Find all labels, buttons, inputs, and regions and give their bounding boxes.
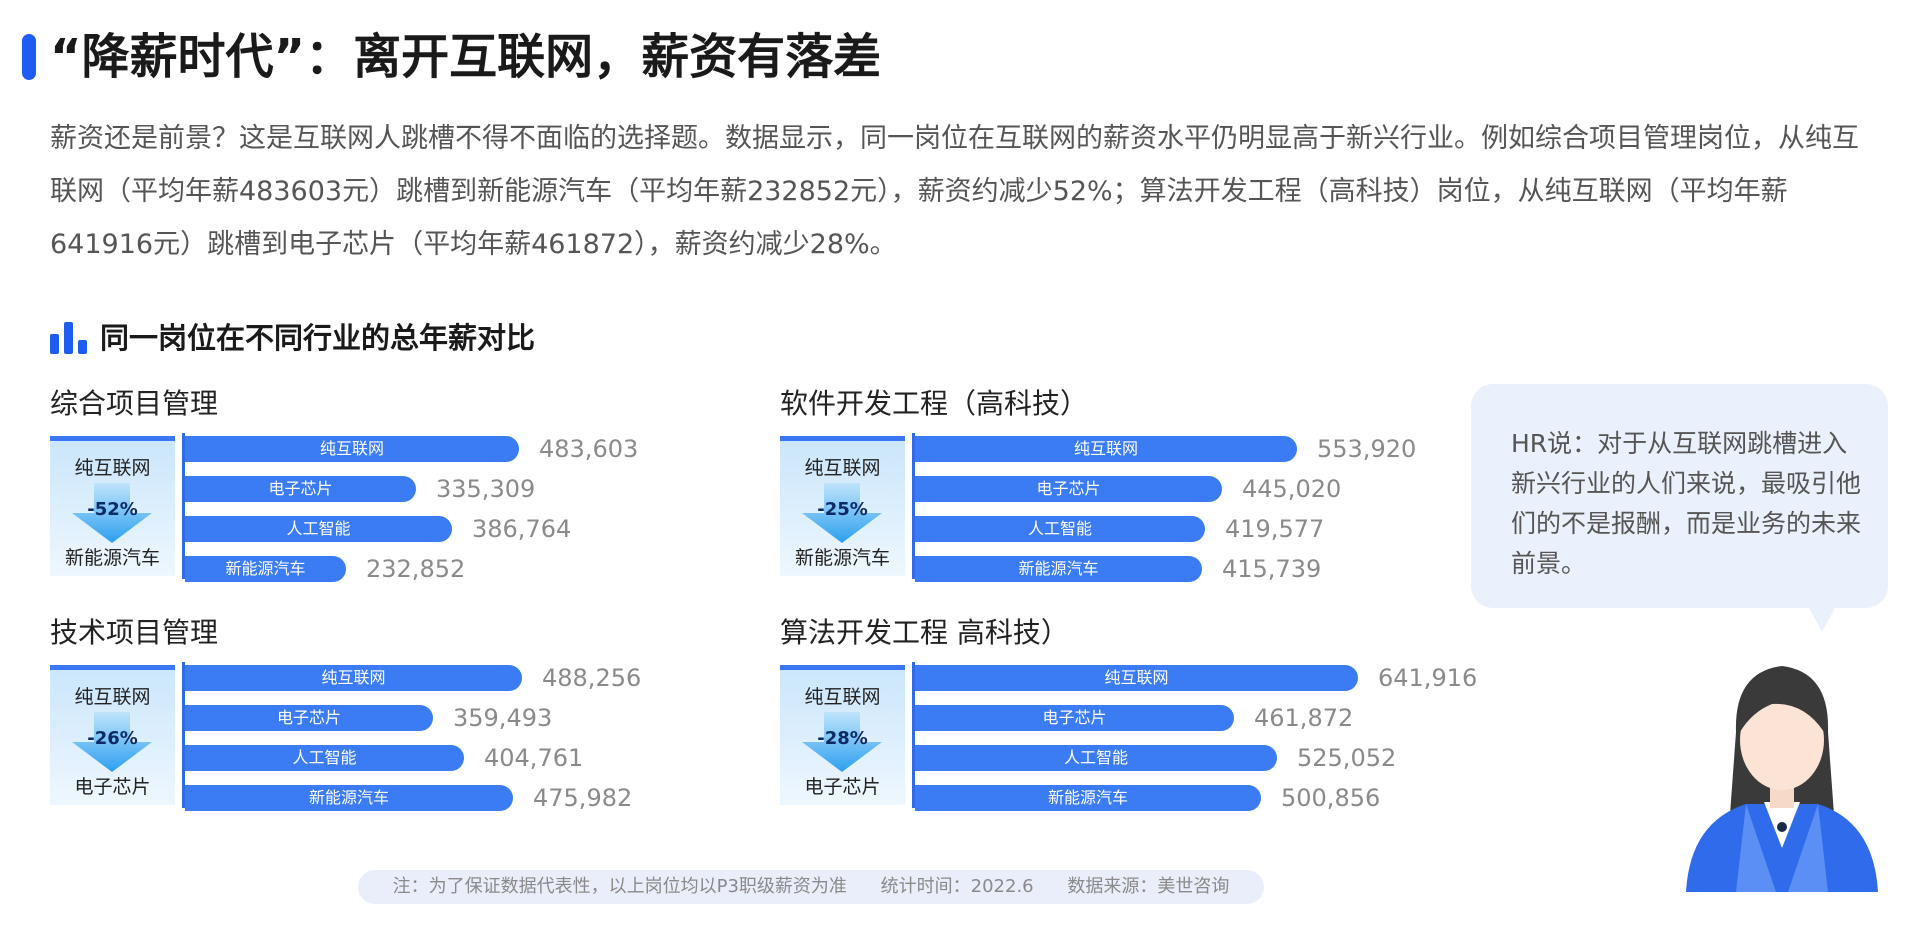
bar-value-label: 335,309 bbox=[436, 475, 536, 503]
badge-to-label: 新能源汽车 bbox=[64, 547, 160, 569]
hr-quote-text: HR说：对于从互联网跳槽进入新兴行业的人们来说，最吸引他们的不是报酬，而是业务的… bbox=[1511, 429, 1862, 578]
bar-value-label: 641,916 bbox=[1378, 664, 1478, 692]
bar-category-label: 电子芯片 bbox=[268, 479, 333, 498]
bar: 电子芯片 bbox=[915, 705, 1234, 731]
badge-change-percent: -28% bbox=[817, 728, 868, 749]
badge-from-label: 纯互联网 bbox=[74, 686, 151, 708]
bar-value-label: 386,764 bbox=[472, 515, 572, 543]
badge-to-label: 新能源汽车 bbox=[794, 547, 890, 569]
footnote-time: 统计时间：2022.6 bbox=[880, 876, 1034, 897]
bar-value-label: 483,603 bbox=[539, 435, 639, 463]
badge-from-label: 纯互联网 bbox=[804, 457, 881, 479]
bar: 电子芯片 bbox=[915, 476, 1222, 502]
bar-category-label: 新能源汽车 bbox=[308, 788, 389, 807]
bar: 新能源汽车 bbox=[915, 556, 1202, 582]
bar-category-label: 纯互联网 bbox=[321, 668, 386, 687]
chart-title: 综合项目管理 bbox=[50, 387, 219, 420]
bar: 纯互联网 bbox=[915, 436, 1297, 462]
hr-person-illustration bbox=[1686, 666, 1878, 892]
bar-category-label: 纯互联网 bbox=[1073, 439, 1138, 458]
intro-paragraph: 薪资还是前景？这是互联网人跳槽不得不面临的选择题。数据显示，同一岗位在互联网的薪… bbox=[50, 123, 1859, 260]
badge-to-label: 电子芯片 bbox=[804, 776, 881, 798]
bar: 纯互联网 bbox=[915, 665, 1358, 691]
page-title: “降薪时代”：离开互联网，薪资有落差 bbox=[50, 29, 882, 85]
bar: 新能源汽车 bbox=[185, 785, 513, 811]
badge-change-percent: -25% bbox=[817, 499, 868, 520]
bar-value-label: 404,761 bbox=[484, 744, 584, 772]
bar-category-label: 人工智能 bbox=[1063, 748, 1128, 767]
bar-category-label: 纯互联网 bbox=[319, 439, 384, 458]
bubble-tail bbox=[1808, 606, 1836, 632]
bar-value-label: 232,852 bbox=[366, 555, 466, 583]
bar-category-label: 电子芯片 bbox=[276, 708, 341, 727]
title-accent-bar bbox=[22, 34, 36, 80]
bar-category-label: 人工智能 bbox=[1027, 519, 1092, 538]
change-badge: 纯互联网 -52% 新能源汽车 bbox=[50, 436, 175, 576]
down-arrow-icon bbox=[802, 483, 882, 543]
bar-category-label: 新能源汽车 bbox=[1018, 559, 1099, 578]
badge-change-percent: -52% bbox=[87, 499, 138, 520]
bar-value-label: 488,256 bbox=[542, 664, 642, 692]
bar: 人工智能 bbox=[185, 745, 464, 771]
bar: 纯互联网 bbox=[185, 436, 519, 462]
badge-from-label: 纯互联网 bbox=[804, 686, 881, 708]
change-badge: 纯互联网 -25% 新能源汽车 bbox=[780, 436, 905, 576]
bar-value-label: 500,856 bbox=[1281, 784, 1381, 812]
footnote-source: 数据来源：美世咨询 bbox=[1067, 876, 1230, 897]
bar: 电子芯片 bbox=[185, 705, 433, 731]
down-arrow-icon bbox=[802, 712, 882, 772]
bar: 电子芯片 bbox=[185, 476, 416, 502]
bar: 新能源汽车 bbox=[185, 556, 346, 582]
bar-chart-icon bbox=[50, 322, 90, 354]
down-arrow-icon bbox=[72, 483, 152, 543]
bar-value-label: 445,020 bbox=[1242, 475, 1342, 503]
bar-value-label: 359,493 bbox=[453, 704, 553, 732]
bar: 人工智能 bbox=[915, 516, 1205, 542]
down-arrow-icon bbox=[72, 712, 152, 772]
bar-value-label: 415,739 bbox=[1222, 555, 1322, 583]
chart-title: 软件开发工程（高科技） bbox=[780, 387, 1089, 420]
footnote-note: 注：为了保证数据代表性，以上岗位均以P3职级薪资为准 bbox=[392, 876, 847, 897]
bar: 人工智能 bbox=[915, 745, 1277, 771]
change-badge: 纯互联网 -28% 电子芯片 bbox=[780, 665, 905, 805]
bar-value-label: 475,982 bbox=[533, 784, 633, 812]
chart-title: 算法开发工程 高科技） bbox=[780, 616, 1069, 649]
chart-axis bbox=[912, 433, 915, 579]
chart-axis bbox=[912, 662, 915, 808]
hr-quote-bubble: HR说：对于从互联网跳槽进入新兴行业的人们来说，最吸引他们的不是报酬，而是业务的… bbox=[1471, 384, 1888, 608]
bar-category-label: 电子芯片 bbox=[1042, 708, 1107, 727]
bar-category-label: 人工智能 bbox=[292, 748, 357, 767]
footnote: 注：为了保证数据代表性，以上岗位均以P3职级薪资为准 统计时间：2022.6 数… bbox=[358, 870, 1264, 904]
badge-from-label: 纯互联网 bbox=[74, 457, 151, 479]
bar-category-label: 人工智能 bbox=[286, 519, 351, 538]
bar-category-label: 新能源汽车 bbox=[1047, 788, 1128, 807]
bar-value-label: 461,872 bbox=[1254, 704, 1354, 732]
bar-value-label: 553,920 bbox=[1317, 435, 1417, 463]
chart-axis bbox=[182, 433, 185, 579]
change-badge: 纯互联网 -26% 电子芯片 bbox=[50, 665, 175, 805]
bar-category-label: 新能源汽车 bbox=[225, 559, 306, 578]
bar: 新能源汽车 bbox=[915, 785, 1261, 811]
badge-to-label: 电子芯片 bbox=[74, 776, 151, 798]
bar-value-label: 525,052 bbox=[1297, 744, 1397, 772]
bar: 纯互联网 bbox=[185, 665, 522, 691]
bar: 人工智能 bbox=[185, 516, 452, 542]
section-title: 同一岗位在不同行业的总年薪对比 bbox=[100, 321, 536, 355]
bar-category-label: 电子芯片 bbox=[1036, 479, 1101, 498]
badge-change-percent: -26% bbox=[87, 728, 138, 749]
bar-category-label: 纯互联网 bbox=[1104, 668, 1169, 687]
chart-axis bbox=[182, 662, 185, 808]
chart-title: 技术项目管理 bbox=[50, 616, 219, 649]
bar-value-label: 419,577 bbox=[1225, 515, 1325, 543]
